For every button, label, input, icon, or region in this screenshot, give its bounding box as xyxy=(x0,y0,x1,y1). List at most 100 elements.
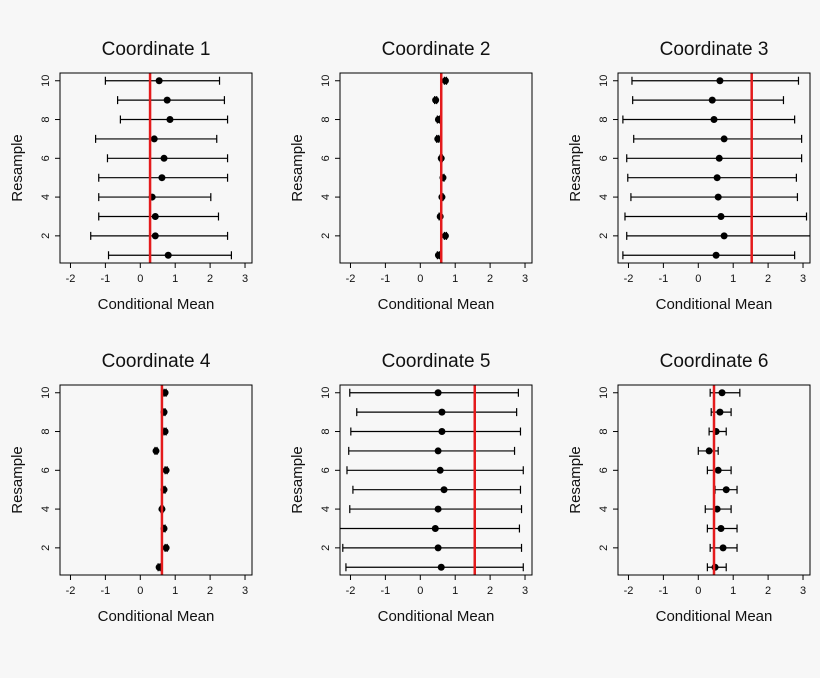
error-bar xyxy=(631,76,800,85)
y-tick-label: 8 xyxy=(598,116,610,122)
point xyxy=(441,77,449,85)
point xyxy=(163,96,171,104)
point xyxy=(441,232,449,240)
panel: Coordinate 3 Conditional Mean Resample -2 -1… xyxy=(567,39,811,313)
x-tick-label: 1 xyxy=(452,273,458,285)
x-tick-label: 0 xyxy=(137,585,143,597)
x-tick-label: -1 xyxy=(100,273,110,285)
x-axis-label: Conditional Mean xyxy=(98,296,215,313)
point xyxy=(161,428,169,436)
point xyxy=(158,174,166,182)
y-axis-label: Resample xyxy=(9,446,26,514)
x-tick-label: -2 xyxy=(346,273,356,285)
error-bar xyxy=(633,134,803,143)
point xyxy=(719,544,727,552)
point xyxy=(152,447,160,455)
point xyxy=(432,96,440,104)
panel-title: Coordinate 4 xyxy=(102,351,211,372)
panel-title: Coordinate 2 xyxy=(382,39,491,60)
y-tick-label: 4 xyxy=(40,194,52,200)
point xyxy=(438,408,446,416)
error-bar xyxy=(352,485,522,494)
point xyxy=(431,524,439,532)
y-tick-label: 4 xyxy=(598,506,610,512)
y-tick-label: 10 xyxy=(598,75,610,87)
y-tick-label: 2 xyxy=(598,233,610,239)
plot-frame xyxy=(617,72,811,264)
error-bar xyxy=(627,173,797,182)
y-tick-label: 6 xyxy=(320,155,332,161)
panel: Coordinate 2 Conditional Mean Resample -2 -1… xyxy=(289,39,533,313)
x-tick-label: 0 xyxy=(417,585,423,597)
x-tick-label: 1 xyxy=(730,585,736,597)
point xyxy=(717,524,725,532)
point xyxy=(717,212,725,220)
error-bar xyxy=(349,388,519,397)
y-tick-label: 6 xyxy=(40,467,52,473)
error-bar xyxy=(90,231,229,240)
y-tick-label: 10 xyxy=(320,387,332,399)
error-bar xyxy=(340,524,521,533)
error-bar xyxy=(622,115,796,124)
x-axis-label: Conditional Mean xyxy=(378,296,495,313)
y-tick-label: 2 xyxy=(40,233,52,239)
x-tick-label: 1 xyxy=(452,585,458,597)
error-bar xyxy=(356,408,518,417)
point xyxy=(720,135,728,143)
y-tick-label: 4 xyxy=(40,506,52,512)
plot-area xyxy=(152,385,170,575)
plot-area xyxy=(697,385,741,575)
point xyxy=(434,135,442,143)
point xyxy=(162,544,170,552)
point xyxy=(713,174,721,182)
plot-frame xyxy=(59,384,253,576)
x-tick-label: -1 xyxy=(658,273,668,285)
x-tick-label: 1 xyxy=(172,585,178,597)
y-tick-label: 10 xyxy=(320,75,332,87)
x-tick-label: -2 xyxy=(66,585,76,597)
point xyxy=(714,193,722,201)
error-bar xyxy=(117,96,226,105)
point xyxy=(718,389,726,397)
point xyxy=(437,563,445,571)
panel: Coordinate 1 Conditional Mean Resample -2 -1… xyxy=(9,39,253,313)
x-axis-label: Conditional Mean xyxy=(656,608,773,625)
point xyxy=(716,77,724,85)
x-tick-label: 3 xyxy=(242,585,248,597)
point xyxy=(161,389,169,397)
x-tick-label: 3 xyxy=(522,273,528,285)
error-bar xyxy=(626,231,810,240)
y-tick-label: 6 xyxy=(598,467,610,473)
panel-title: Coordinate 6 xyxy=(660,351,769,372)
x-axis-label: Conditional Mean xyxy=(378,608,495,625)
point xyxy=(166,116,174,124)
y-tick-label: 2 xyxy=(598,545,610,551)
y-tick-label: 8 xyxy=(40,428,52,434)
plot-area xyxy=(340,385,524,575)
y-tick-label: 4 xyxy=(320,506,332,512)
error-bar xyxy=(630,193,799,202)
error-bar xyxy=(342,543,523,552)
error-bar xyxy=(350,427,522,436)
point xyxy=(720,232,728,240)
error-bar xyxy=(632,96,785,105)
x-tick-label: -1 xyxy=(100,585,110,597)
y-tick-label: 6 xyxy=(598,155,610,161)
x-tick-label: 2 xyxy=(487,273,493,285)
x-tick-label: 3 xyxy=(522,585,528,597)
y-tick-label: 8 xyxy=(320,428,332,434)
y-axis-label: Resample xyxy=(567,134,584,202)
point xyxy=(713,505,721,513)
error-bar xyxy=(624,212,808,221)
y-tick-label: 2 xyxy=(40,545,52,551)
point xyxy=(434,389,442,397)
point xyxy=(712,251,720,259)
y-tick-label: 4 xyxy=(320,194,332,200)
panel-title: Coordinate 1 xyxy=(102,39,211,60)
y-tick-label: 10 xyxy=(40,387,52,399)
y-tick-label: 10 xyxy=(40,75,52,87)
x-tick-label: 0 xyxy=(417,273,423,285)
panel: Coordinate 6 Conditional Mean Resample -2 -1… xyxy=(567,351,811,625)
point xyxy=(434,505,442,513)
x-tick-label: -2 xyxy=(346,585,356,597)
